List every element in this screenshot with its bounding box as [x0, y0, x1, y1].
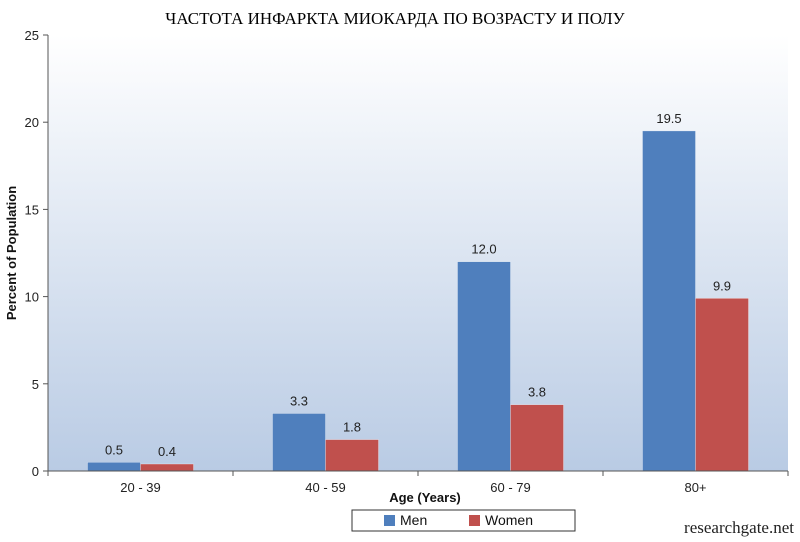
- data-label: 1.8: [343, 420, 361, 435]
- legend-label-women: Women: [485, 512, 533, 528]
- bars-group: [87, 130, 749, 472]
- x-tick-label: 20 - 39: [120, 480, 160, 495]
- x-tick-label: 60 - 79: [490, 480, 530, 495]
- legend: Men Women: [351, 509, 576, 532]
- data-label: 3.8: [528, 385, 546, 400]
- x-tick-label: 80+: [684, 480, 706, 495]
- x-ticks-group: 20 - 39 40 - 59 60 - 79 80+: [47, 471, 789, 495]
- bar-men: [457, 261, 511, 472]
- y-axis-label: Percent of Population: [4, 186, 19, 320]
- bar-men: [642, 130, 696, 472]
- x-axis-label: Age (Years): [389, 490, 461, 505]
- bar-men: [87, 462, 141, 472]
- bar-women: [140, 463, 194, 472]
- legend-label-men: Men: [400, 512, 427, 528]
- y-tick-label: 20: [25, 115, 39, 130]
- bar-women: [695, 298, 749, 472]
- source-watermark: researchgate.net: [684, 518, 794, 537]
- y-ticks-group: 0 5 10 15 20 25: [25, 28, 48, 479]
- legend-swatch-men: [384, 515, 395, 526]
- y-tick-label: 15: [25, 202, 39, 217]
- data-label: 0.4: [158, 444, 176, 459]
- bar-women: [510, 404, 564, 472]
- y-tick-label: 10: [25, 290, 39, 305]
- data-labels-group: 0.5 0.4 3.3 1.8 12.0 3.8 19.5 9.9: [105, 111, 731, 459]
- y-tick-label: 0: [32, 464, 39, 479]
- legend-box: [351, 509, 576, 532]
- legend-swatch-women: [469, 515, 480, 526]
- data-label: 3.3: [290, 393, 308, 408]
- x-tick-label: 40 - 59: [305, 480, 345, 495]
- data-label: 9.9: [713, 278, 731, 293]
- data-label: 0.5: [105, 442, 123, 457]
- y-tick-label: 5: [32, 377, 39, 392]
- y-tick-label: 25: [25, 28, 39, 43]
- data-label: 12.0: [471, 242, 496, 257]
- chart-title: ЧАСТОТА ИНФАРКТА МИОКАРДА ПО ВОЗРАСТУ И …: [165, 9, 625, 28]
- bar-women: [325, 439, 379, 472]
- data-label: 19.5: [656, 111, 681, 126]
- bar-men: [272, 413, 326, 472]
